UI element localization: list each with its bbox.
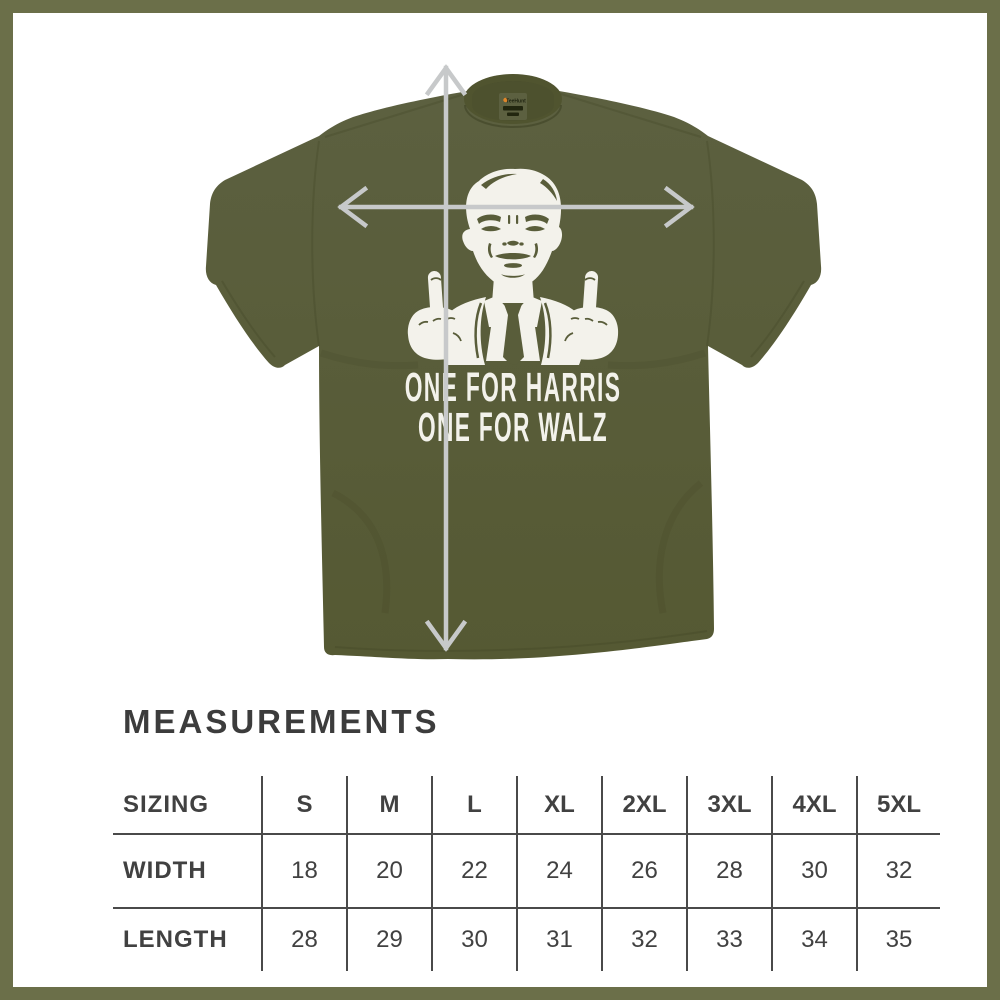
size-table: SIZING S M L XL 2XL 3XL 4XL 5XL WIDTH 18… (113, 776, 940, 971)
print-text-line1: ONE FOR HARRIS (405, 364, 622, 409)
print-text-line2: ONE FOR WALZ (418, 404, 608, 449)
width-value: 20 (348, 835, 433, 909)
width-value: 28 (688, 835, 773, 909)
width-value: 22 (433, 835, 518, 909)
size-header: 4XL (773, 776, 858, 835)
tshirt-photo: TeeHunt (205, 64, 822, 660)
length-value: 34 (773, 909, 858, 971)
measurement-arrows (337, 64, 695, 652)
face-features (477, 173, 557, 365)
width-value: 26 (603, 835, 688, 909)
length-value: 32 (603, 909, 688, 971)
fabric-shadows (319, 349, 707, 614)
product-photo: TeeHunt (205, 64, 822, 660)
size-header: L (433, 776, 518, 835)
page-title: MEASUREMENTS (123, 703, 440, 740)
length-value: 30 (433, 909, 518, 971)
width-value: 32 (858, 835, 940, 909)
row-label-length: LENGTH (113, 909, 263, 971)
size-header: 2XL (603, 776, 688, 835)
tshirt-body (205, 85, 822, 660)
tshirt-print: ONE FOR HARRIS ONE FOR WALZ (405, 168, 622, 450)
brand-logo-icon (503, 97, 508, 103)
width-value: 18 (263, 835, 348, 909)
collar: TeeHunt (464, 74, 562, 128)
neck-label: TeeHunt (499, 93, 527, 120)
width-value: 30 (773, 835, 858, 909)
width-value: 24 (518, 835, 603, 909)
row-label-width: WIDTH (113, 835, 263, 909)
length-value: 31 (518, 909, 603, 971)
length-value: 35 (885, 926, 913, 953)
size-header: 5XL (858, 776, 940, 835)
length-value: 28 (263, 909, 348, 971)
fabric-seams (221, 92, 805, 652)
content-card: TeeHunt (13, 13, 987, 987)
table-header-sizing: SIZING (113, 776, 263, 835)
size-header: 3XL (688, 776, 773, 835)
size-header: S (263, 776, 348, 835)
length-arrow-icon (424, 64, 468, 652)
length-value: 33 (688, 909, 773, 971)
size-header: XL (518, 776, 603, 835)
width-arrow-icon (337, 185, 695, 229)
size-header: M (348, 776, 433, 835)
length-value: 29 (348, 909, 433, 971)
brand-name: TeeHunt (506, 99, 526, 105)
